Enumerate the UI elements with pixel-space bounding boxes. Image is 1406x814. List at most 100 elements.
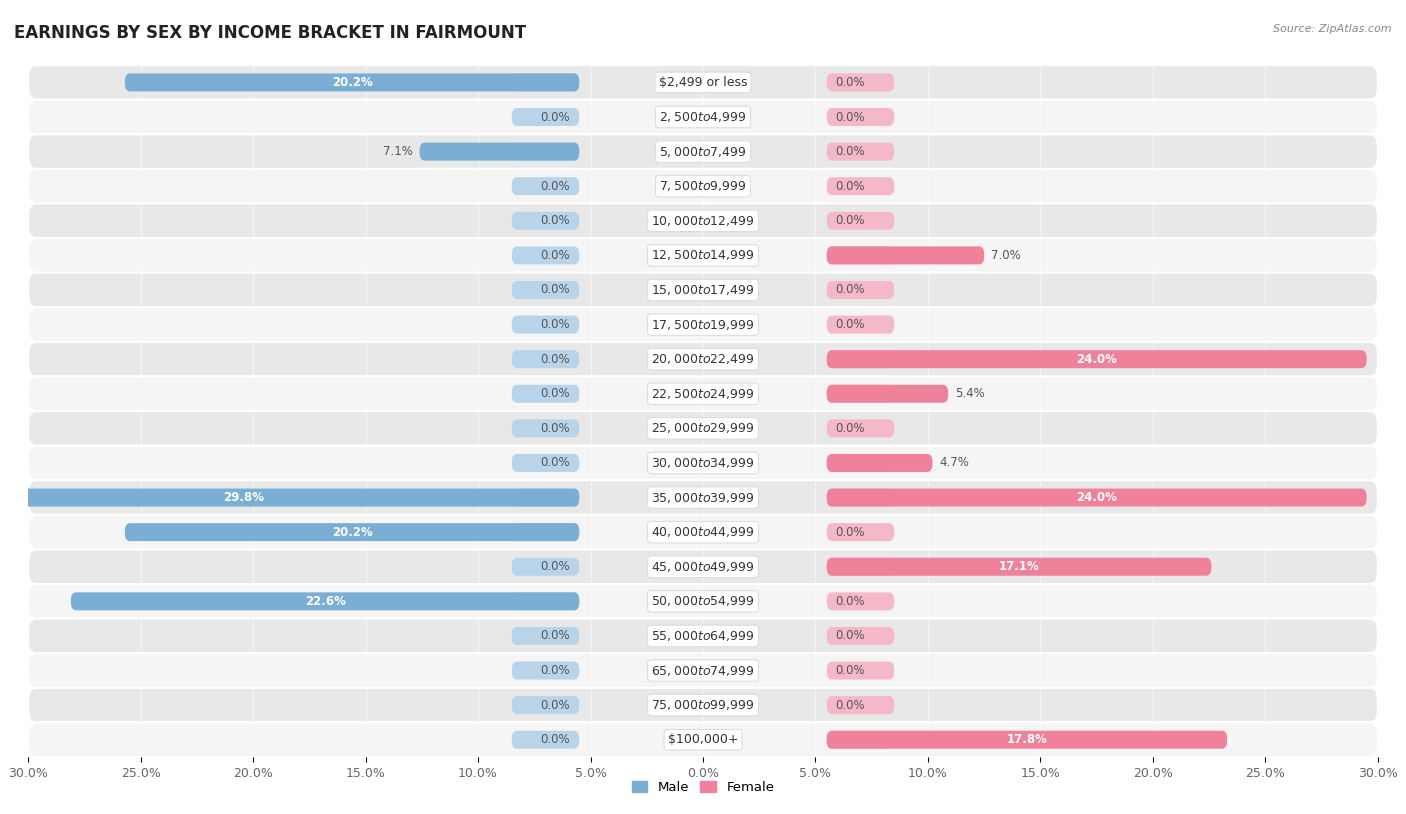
Text: $100,000+: $100,000+ (668, 733, 738, 746)
Text: 0.0%: 0.0% (835, 214, 865, 227)
FancyBboxPatch shape (28, 204, 1378, 238)
FancyBboxPatch shape (827, 247, 894, 265)
FancyBboxPatch shape (512, 350, 579, 368)
Text: $50,000 to $54,999: $50,000 to $54,999 (651, 594, 755, 608)
Text: 29.8%: 29.8% (224, 491, 264, 504)
Text: $17,500 to $19,999: $17,500 to $19,999 (651, 317, 755, 331)
Text: 0.0%: 0.0% (541, 352, 571, 365)
FancyBboxPatch shape (28, 445, 1378, 480)
Text: 22.6%: 22.6% (305, 595, 346, 608)
FancyBboxPatch shape (827, 454, 932, 472)
FancyBboxPatch shape (512, 627, 579, 645)
Text: 0.0%: 0.0% (835, 526, 865, 539)
FancyBboxPatch shape (28, 723, 1378, 757)
Text: 17.8%: 17.8% (1007, 733, 1047, 746)
FancyBboxPatch shape (512, 281, 579, 299)
Text: $12,500 to $14,999: $12,500 to $14,999 (651, 248, 755, 262)
Text: 0.0%: 0.0% (835, 664, 865, 677)
FancyBboxPatch shape (512, 558, 579, 575)
Text: 0.0%: 0.0% (541, 111, 571, 124)
Text: $75,000 to $99,999: $75,000 to $99,999 (651, 698, 755, 712)
FancyBboxPatch shape (512, 523, 579, 541)
Text: 0.0%: 0.0% (541, 733, 571, 746)
Text: 24.0%: 24.0% (1076, 352, 1118, 365)
Text: 0.0%: 0.0% (835, 180, 865, 193)
Text: $55,000 to $64,999: $55,000 to $64,999 (651, 629, 755, 643)
Text: 0.0%: 0.0% (835, 318, 865, 331)
Text: 0.0%: 0.0% (835, 629, 865, 642)
FancyBboxPatch shape (827, 247, 984, 265)
FancyBboxPatch shape (125, 523, 579, 541)
FancyBboxPatch shape (827, 558, 894, 575)
FancyBboxPatch shape (28, 480, 1378, 514)
Text: 0.0%: 0.0% (835, 76, 865, 89)
Text: 17.1%: 17.1% (998, 560, 1039, 573)
FancyBboxPatch shape (512, 488, 579, 506)
Text: $65,000 to $74,999: $65,000 to $74,999 (651, 663, 755, 677)
FancyBboxPatch shape (0, 488, 579, 506)
Text: 0.0%: 0.0% (835, 422, 865, 435)
FancyBboxPatch shape (28, 99, 1378, 134)
Text: 0.0%: 0.0% (541, 387, 571, 400)
Text: $5,000 to $7,499: $5,000 to $7,499 (659, 145, 747, 159)
FancyBboxPatch shape (827, 350, 894, 368)
Text: $2,500 to $4,999: $2,500 to $4,999 (659, 110, 747, 124)
Text: 0.0%: 0.0% (541, 629, 571, 642)
FancyBboxPatch shape (827, 523, 894, 541)
Text: 24.0%: 24.0% (1076, 491, 1118, 504)
FancyBboxPatch shape (28, 238, 1378, 273)
Text: 0.0%: 0.0% (541, 457, 571, 470)
Text: 0.0%: 0.0% (541, 283, 571, 296)
FancyBboxPatch shape (827, 73, 894, 91)
Text: 0.0%: 0.0% (541, 422, 571, 435)
FancyBboxPatch shape (70, 593, 579, 610)
FancyBboxPatch shape (512, 316, 579, 334)
FancyBboxPatch shape (512, 454, 579, 472)
FancyBboxPatch shape (125, 73, 579, 91)
FancyBboxPatch shape (827, 454, 894, 472)
FancyBboxPatch shape (827, 419, 894, 437)
Text: 0.0%: 0.0% (541, 698, 571, 711)
FancyBboxPatch shape (827, 316, 894, 334)
Text: $2,499 or less: $2,499 or less (659, 76, 747, 89)
Text: $20,000 to $22,499: $20,000 to $22,499 (651, 352, 755, 366)
Text: 0.0%: 0.0% (835, 111, 865, 124)
Text: 4.7%: 4.7% (939, 457, 969, 470)
Text: 5.4%: 5.4% (955, 387, 984, 400)
FancyBboxPatch shape (28, 168, 1378, 204)
Legend: Male, Female: Male, Female (626, 775, 780, 799)
FancyBboxPatch shape (28, 584, 1378, 619)
FancyBboxPatch shape (28, 514, 1378, 549)
Text: $25,000 to $29,999: $25,000 to $29,999 (651, 422, 755, 435)
Text: $10,000 to $12,499: $10,000 to $12,499 (651, 214, 755, 228)
FancyBboxPatch shape (827, 627, 894, 645)
FancyBboxPatch shape (419, 142, 579, 160)
FancyBboxPatch shape (512, 73, 579, 91)
FancyBboxPatch shape (827, 350, 1367, 368)
Text: 20.2%: 20.2% (332, 526, 373, 539)
FancyBboxPatch shape (827, 488, 1367, 506)
Text: $15,000 to $17,499: $15,000 to $17,499 (651, 283, 755, 297)
FancyBboxPatch shape (827, 281, 894, 299)
FancyBboxPatch shape (827, 731, 1227, 749)
FancyBboxPatch shape (827, 593, 894, 610)
FancyBboxPatch shape (512, 108, 579, 126)
FancyBboxPatch shape (512, 419, 579, 437)
Text: 0.0%: 0.0% (541, 560, 571, 573)
FancyBboxPatch shape (28, 653, 1378, 688)
Text: 0.0%: 0.0% (835, 595, 865, 608)
FancyBboxPatch shape (512, 212, 579, 230)
FancyBboxPatch shape (827, 731, 894, 749)
FancyBboxPatch shape (827, 558, 1212, 575)
Text: 0.0%: 0.0% (541, 214, 571, 227)
FancyBboxPatch shape (28, 134, 1378, 168)
Text: EARNINGS BY SEX BY INCOME BRACKET IN FAIRMOUNT: EARNINGS BY SEX BY INCOME BRACKET IN FAI… (14, 24, 526, 42)
Text: 0.0%: 0.0% (835, 283, 865, 296)
Text: $22,500 to $24,999: $22,500 to $24,999 (651, 387, 755, 400)
Text: $7,500 to $9,999: $7,500 to $9,999 (659, 179, 747, 193)
Text: 20.2%: 20.2% (332, 76, 373, 89)
FancyBboxPatch shape (827, 488, 894, 506)
FancyBboxPatch shape (28, 273, 1378, 307)
FancyBboxPatch shape (827, 108, 894, 126)
FancyBboxPatch shape (827, 696, 894, 714)
